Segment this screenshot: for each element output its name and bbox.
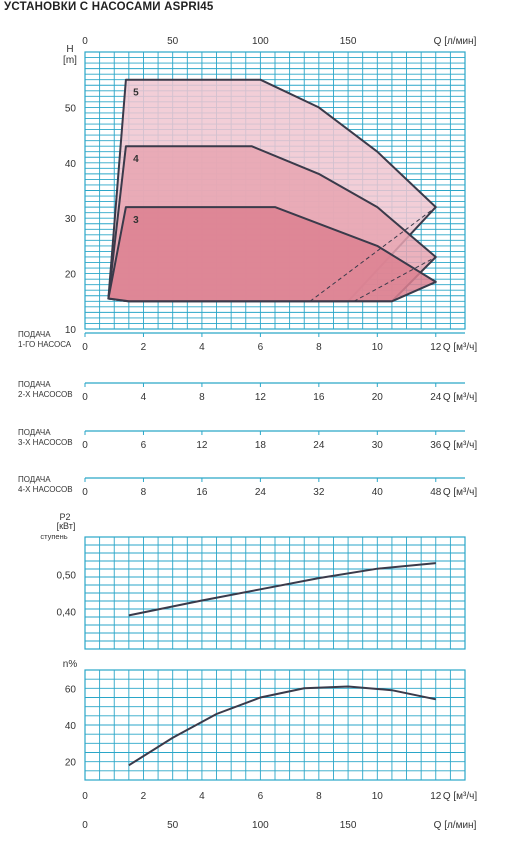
efficiency-grid [84,669,466,781]
top-axis-tick-label: 0 [82,36,88,47]
flow-axis-tick-label: 12 [196,440,208,451]
efficiency-y-axis-label: n% [63,659,78,670]
head-y-tick-label: 50 [65,103,77,114]
flow-axis-tick-label: 16 [196,487,208,498]
head-y-axis-unit: [m] [63,55,77,66]
flow-axis-tick-label: 6 [141,440,147,451]
head-dashed-line [309,206,437,302]
head-y-tick-label: 20 [65,270,77,281]
flow-axis-tick-label: 40 [372,487,384,498]
efficiency-y-tick-label: 20 [65,758,77,769]
flow-axis-title-line2: 4-Х НАСОСОВ [18,485,73,494]
flow-axis-tick-label: 0 [82,487,88,498]
efficiency-y-tick-label: 60 [65,684,77,695]
head-y-tick-label: 10 [65,325,77,336]
efficiency-x-tick-label: 4 [199,791,205,802]
flow-axis-tick-label: 10 [372,342,384,353]
flow-axis-tick-label: 0 [82,392,88,403]
head-curve-3 [107,206,437,303]
flow-axis-unit-label: Q [м³/ч] [443,392,478,403]
flow-axis-tick-label: 0 [82,342,88,353]
flow-axis-title-line2: 2-Х НАСОСОВ [18,390,73,399]
flow-axis-tick-label: 48 [430,487,442,498]
flow-axis-unit-label: Q [м³/ч] [443,440,478,451]
flow-axis-tick-label: 18 [255,440,267,451]
flow-axis-tick-label: 8 [199,392,205,403]
head-curve-label-5: 5 [133,88,139,99]
efficiency-x-tick-label: 12 [430,791,442,802]
flow-axis-tick-label: 6 [258,342,264,353]
flow-axis-tick-label: 4 [199,342,205,353]
efficiency-y-tick-label: 40 [65,721,77,732]
power-y-tick-label: 0,40 [57,608,77,619]
head-curve-label-3: 3 [133,215,139,226]
power-curve [128,562,436,617]
page-title: УСТАНОВКИ С НАСОСАМИ ASPRI45 [4,1,214,13]
flow-axis-title-line1: ПОДАЧА [18,380,51,389]
top-axis-tick-label: 100 [252,36,269,47]
flow-axis-unit-label: Q [м³/ч] [443,487,478,498]
flow-axis-tick-label: 24 [313,440,325,451]
flow-axis-title-line2: 3-Х НАСОСОВ [18,438,73,447]
flow-axis-title-line2: 1-ГО НАСОСА [18,340,72,349]
flow-axis-tick-label: 4 [141,392,147,403]
efficiency-x-tick-label: 6 [258,791,264,802]
flow-axis-tick-label: 30 [372,440,384,451]
efficiency-x-tick-label: 0 [82,791,88,802]
power-y-axis-unit: [кВт] [57,521,76,531]
flow-axis-tick-label: 36 [430,440,442,451]
bottom-axis-tick-label: 100 [252,820,269,831]
flow-axis-tick-label: 16 [313,392,325,403]
head-curve-label-4: 4 [133,154,139,165]
flow-axis-tick-label: 20 [372,392,384,403]
top-axis-tick-label: 50 [167,36,179,47]
flow-axis-tick-label: 24 [255,487,267,498]
flow-axis-title-line1: ПОДАЧА [18,428,51,437]
head-y-tick-label: 30 [65,214,77,225]
flow-axis-title-line1: ПОДАЧА [18,330,51,339]
bottom-axis-tick-label: 150 [340,820,357,831]
top-axis-unit-label: Q [л/мин] [434,36,477,47]
efficiency-x-tick-label: 2 [141,791,147,802]
bottom-axis-unit-label: Q [л/мин] [434,820,477,831]
flow-axis-tick-label: 2 [141,342,147,353]
flow-axis-unit-label: Q [м³/ч] [443,342,478,353]
bottom-axis-tick-label: 50 [167,820,179,831]
power-grid [84,536,466,650]
power-y-axis-note: ступень [40,532,67,541]
power-y-tick-label: 0,50 [57,570,77,581]
flow-axis-title-line1: ПОДАЧА [18,475,51,484]
flow-axis-tick-label: 0 [82,440,88,451]
flow-axis-tick-label: 8 [316,342,322,353]
efficiency-x-unit-label: Q [м³/ч] [443,791,478,802]
flow-axis-tick-label: 32 [313,487,325,498]
efficiency-x-tick-label: 10 [372,791,384,802]
efficiency-curve [128,685,437,767]
bottom-axis-tick-label: 0 [82,820,88,831]
efficiency-x-tick-label: 8 [316,791,322,802]
flow-axis-tick-label: 12 [430,342,442,353]
flow-axis-tick-label: 24 [430,392,442,403]
flow-axis-tick-label: 8 [141,487,147,498]
head-dashed-line [353,256,437,302]
head-y-tick-label: 40 [65,159,77,170]
flow-axis-tick-label: 12 [255,392,267,403]
power-y-axis-label: P2 [59,512,70,522]
top-axis-tick-label: 150 [340,36,357,47]
head-y-axis-label: H [66,44,73,55]
